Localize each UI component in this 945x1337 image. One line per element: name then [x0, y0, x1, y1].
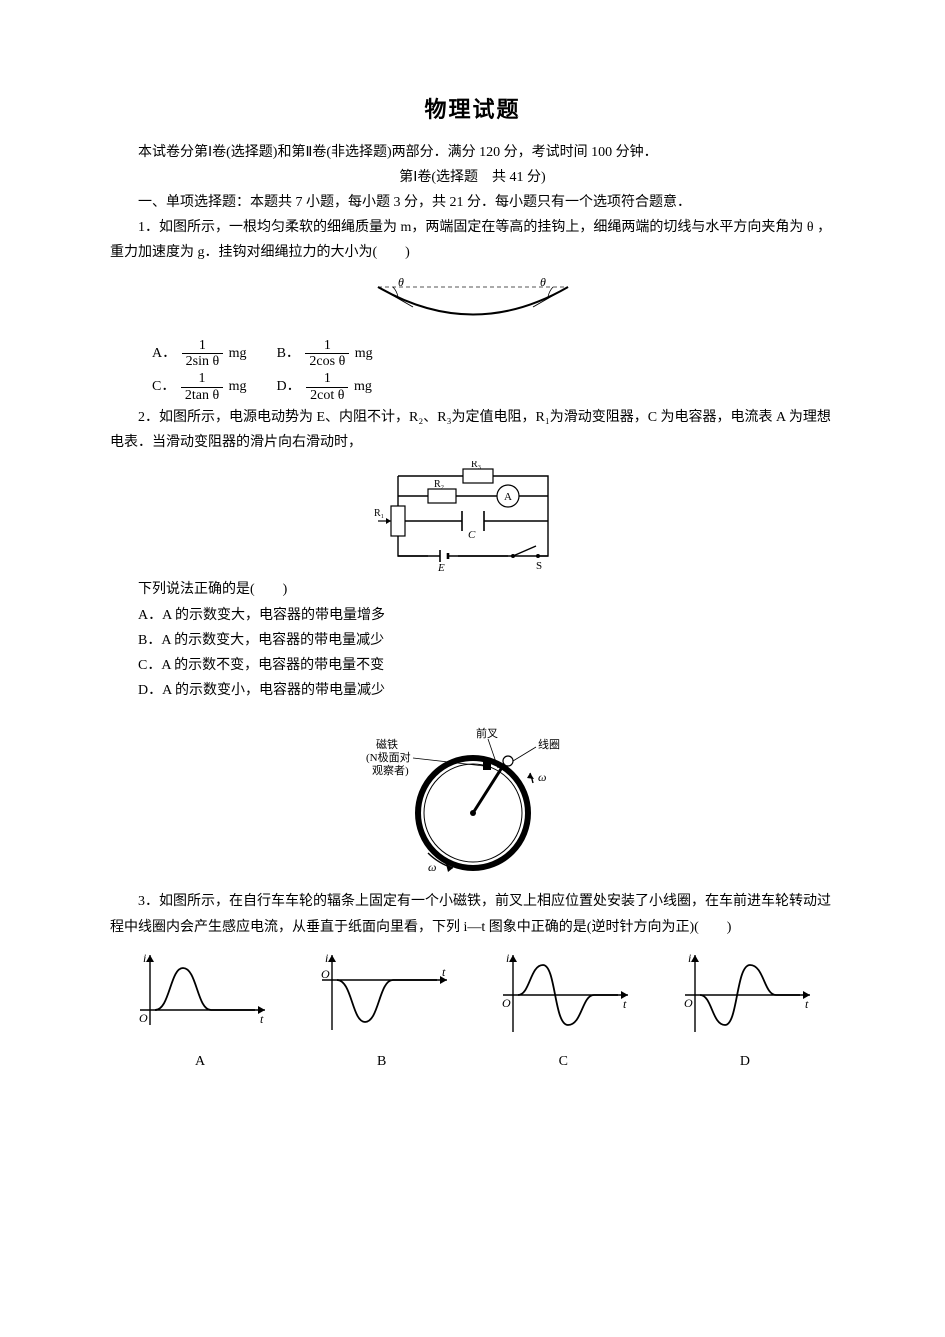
q2-figure: R₃ R₂ A C R₁ E S [368, 461, 578, 571]
q1-opt-a: A． 1 2sin θ mg [152, 338, 247, 370]
q3-stem: 3．如图所示，在自行车车轮的辐条上固定有一个小磁铁，前叉上相应位置处安装了小线圈… [110, 889, 835, 939]
q1-c-prefix: C． [152, 379, 175, 394]
q1-b-prefix: B． [277, 346, 300, 361]
svg-text:O: O [502, 996, 511, 1010]
q1-figure: θ θ [358, 272, 588, 332]
q1-d-suffix: mg [350, 379, 371, 394]
q2-opt-d: D．A 的示数变小，电容器的带电量减少 [110, 678, 835, 703]
q1-opt-c: C． 1 2tan θ mg [152, 371, 247, 403]
q1-c-suffix: mg [225, 379, 246, 394]
q1-d-prefix: D． [277, 379, 301, 394]
q1-a-prefix: A． [152, 346, 176, 361]
q1-a-frac: 1 2sin θ [182, 338, 224, 370]
q1-opt-d: D． 1 2cot θ mg [277, 371, 372, 403]
q3-graph-d: i t O D [665, 950, 825, 1074]
q2-opt-b: B．A 的示数变大，电容器的带电量减少 [110, 628, 835, 653]
q3-omega2: ω [538, 770, 546, 784]
q3-graph-b: i t O B [302, 950, 462, 1074]
svg-text:t: t [260, 1012, 264, 1026]
q2-r2-label: R₂ [434, 479, 444, 490]
svg-text:O: O [684, 996, 693, 1010]
svg-text:t: t [623, 997, 627, 1011]
q3-graph-c-label: C [483, 1049, 643, 1074]
q1-opt-b: B． 1 2cos θ mg [277, 338, 373, 370]
q3-graph-c: i t O C [483, 950, 643, 1074]
section1-header: 一、单项选择题：本题共 7 小题，每小题 3 分，共 21 分．每小题只有一个选… [110, 190, 835, 215]
q2-opt-c: C．A 的示数不变，电容器的带电量不变 [110, 653, 835, 678]
q2-e-label: E [437, 562, 445, 571]
q3-fork-label: 前叉 [476, 726, 498, 740]
q1-c-frac: 1 2tan θ [181, 371, 223, 403]
q2-s-label: S [536, 560, 542, 571]
q3-graphs-row: i t O A i t O B [110, 950, 835, 1074]
q1-theta-left: θ [398, 275, 404, 289]
svg-text:t: t [805, 997, 809, 1011]
page-title: 物理试题 [110, 90, 835, 130]
q3-graph-a: i t O A [120, 950, 280, 1074]
q3-magnet-label2: (N极面对 [366, 750, 411, 764]
q3-magnet-label1: 磁铁 [376, 738, 398, 751]
q1-stem: 1．如图所示，一根均匀柔软的细绳质量为 m，两端固定在等高的挂钩上，细绳两端的切… [110, 215, 835, 265]
part1-header: 第Ⅰ卷(选择题 共 41 分) [110, 165, 835, 190]
q1-b-suffix: mg [351, 346, 372, 361]
q2-stem: 2．如图所示，电源电动势为 E、内阻不计，R₂、R₃为定值电阻，R₁为滑动变阻器… [110, 405, 835, 455]
q1-b-frac: 1 2cos θ [305, 338, 349, 370]
q2-opt-a: A．A 的示数变大，电容器的带电量增多 [110, 603, 835, 628]
q3-coil-label: 线圈 [538, 737, 560, 751]
svg-text:i: i [325, 951, 328, 965]
exam-page: 物理试题 本试卷分第Ⅰ卷(选择题)和第Ⅱ卷(非选择题)两部分．满分 120 分，… [0, 0, 945, 1337]
intro-line: 本试卷分第Ⅰ卷(选择题)和第Ⅱ卷(非选择题)两部分．满分 120 分，考试时间 … [110, 140, 835, 165]
q2-sub: 下列说法正确的是( ) [110, 577, 835, 602]
q1-theta-right: θ [540, 275, 546, 289]
q3-graph-d-label: D [665, 1049, 825, 1074]
q3-omega1: ω [428, 860, 436, 874]
q2-ammeter-label: A [504, 491, 512, 503]
svg-text:i: i [688, 951, 691, 965]
q1-a-suffix: mg [225, 346, 246, 361]
svg-text:i: i [506, 951, 509, 965]
svg-text:i: i [143, 951, 146, 965]
q3-magnet-label3: 观察者) [372, 763, 409, 777]
svg-text:O: O [139, 1011, 148, 1025]
q1-d-frac: 1 2cot θ [306, 371, 348, 403]
svg-text:t: t [442, 965, 446, 979]
q2-r3-label: R₃ [471, 461, 481, 470]
q2-c-label: C [468, 529, 476, 541]
svg-text:O: O [321, 967, 330, 981]
q3-graph-a-label: A [120, 1049, 280, 1074]
q2-r1-label: R₁ [374, 508, 384, 519]
q3-graph-b-label: B [302, 1049, 462, 1074]
q1-options: A． 1 2sin θ mg B． 1 2cos θ mg C． 1 2tan … [110, 338, 835, 404]
q3-figure: ω ω 磁铁 (N极面对 观察者) 前叉 线圈 [358, 723, 588, 883]
